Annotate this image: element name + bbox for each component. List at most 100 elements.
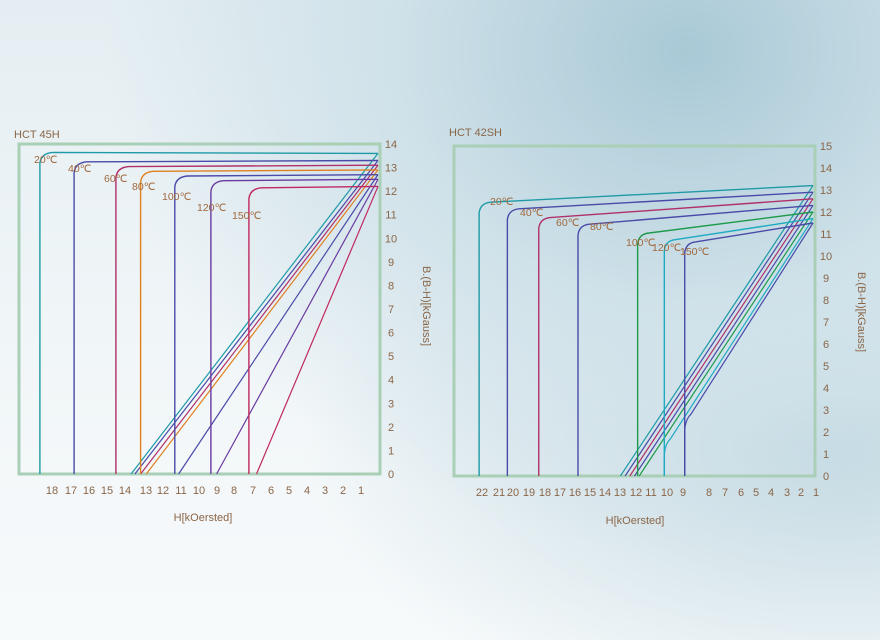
x-tick-label: 8 <box>706 487 712 499</box>
y-tick-label: 10 <box>385 233 397 245</box>
intrinsic-curve-4 <box>174 173 379 474</box>
normal-curve-2 <box>629 198 814 477</box>
y-tick-label: 0 <box>823 471 829 483</box>
x-tick-label: 14 <box>599 487 611 499</box>
x-tick-label: 16 <box>569 487 581 499</box>
temperature-label: 20℃ <box>490 196 514 208</box>
y-tick-label: 2 <box>388 422 394 434</box>
y-tick-label: 0 <box>388 469 394 481</box>
x-tick-label: 9 <box>214 485 220 497</box>
x-tick-label: 16 <box>83 485 95 497</box>
x-tick-label: 8 <box>231 485 237 497</box>
x-tick-label: 1 <box>358 485 364 497</box>
x-tick-label: 13 <box>614 487 626 499</box>
normal-curve-6 <box>255 186 379 475</box>
intrinsic-curve-1 <box>73 159 379 474</box>
temperature-label: 120℃ <box>197 202 227 214</box>
intrinsic-curve-3 <box>577 204 814 476</box>
x-tick-label: 10 <box>193 485 205 497</box>
y-axis-label: B.(B-H)[kGauss] <box>855 272 867 352</box>
y-tick-label: 6 <box>823 339 829 351</box>
y-tick-label: 13 <box>385 163 397 175</box>
y-tick-label: 12 <box>820 207 832 219</box>
y-tick-label: 10 <box>820 251 832 263</box>
y-tick-label: 6 <box>388 328 394 340</box>
y-tick-label: 14 <box>385 139 397 151</box>
y-tick-label: 7 <box>823 317 829 329</box>
intrinsic-curve-3 <box>139 169 379 474</box>
plot-frame <box>17 142 382 476</box>
y-tick-label: 5 <box>823 361 829 373</box>
chart-title: HCT 42SH <box>449 127 502 139</box>
temperature-label: 120℃ <box>652 242 682 254</box>
normal-curve-6 <box>684 222 814 476</box>
temperature-label: 100℃ <box>626 237 656 249</box>
normal-curve-4 <box>638 211 814 477</box>
x-tick-label: 12 <box>157 485 169 497</box>
normal-curve-2 <box>140 164 379 475</box>
x-tick-label: 2 <box>340 485 346 497</box>
intrinsic-curve-2 <box>115 164 379 474</box>
y-tick-label: 4 <box>823 383 829 395</box>
chart-title: HCT 45H <box>14 129 60 141</box>
y-tick-label: 8 <box>388 280 394 292</box>
x-tick-label: 15 <box>101 485 113 497</box>
temperature-label: 20℃ <box>34 154 58 166</box>
y-tick-label: 4 <box>388 375 394 387</box>
x-tick-label: 5 <box>753 487 759 499</box>
y-tick-label: 9 <box>388 257 394 269</box>
y-tick-label: 14 <box>820 163 832 175</box>
x-tick-label: 5 <box>286 485 292 497</box>
temperature-label: 60℃ <box>104 173 128 185</box>
x-tick-label: 18 <box>46 485 58 497</box>
intrinsic-curve-2 <box>538 198 814 476</box>
normal-curve-3 <box>145 169 379 475</box>
intrinsic-curve-5 <box>210 178 379 474</box>
x-axis-label: H[kOersted] <box>174 512 233 524</box>
temperature-label: 100℃ <box>162 191 192 203</box>
y-tick-label: 8 <box>823 295 829 307</box>
normal-curve-1 <box>624 191 814 477</box>
y-tick-label: 11 <box>820 229 831 241</box>
x-tick-label: 2 <box>798 487 804 499</box>
normal-curve-5 <box>216 179 379 475</box>
temperature-label: 40℃ <box>68 163 92 175</box>
temperature-label: 80℃ <box>590 221 614 233</box>
intrinsic-curve-0 <box>39 151 379 474</box>
y-tick-label: 3 <box>388 398 394 410</box>
x-tick-label: 12 <box>630 487 642 499</box>
y-tick-label: 12 <box>385 186 397 198</box>
temperature-label: 150℃ <box>680 246 710 258</box>
x-tick-label: 1 <box>813 487 819 499</box>
x-tick-label: 13 <box>140 485 152 497</box>
x-tick-label: 4 <box>304 485 310 497</box>
normal-curve-1 <box>134 160 379 475</box>
normal-curve-0 <box>130 153 379 475</box>
x-tick-label: 7 <box>250 485 256 497</box>
x-tick-label: 10 <box>661 487 673 499</box>
intrinsic-curve-1 <box>506 191 814 476</box>
normal-curve-4 <box>178 174 379 475</box>
x-tick-label: 15 <box>584 487 596 499</box>
y-tick-label: 13 <box>820 185 832 197</box>
x-tick-label: 21 <box>493 487 505 499</box>
y-tick-label: 2 <box>823 427 829 439</box>
x-tick-label: 6 <box>268 485 274 497</box>
x-tick-label: 3 <box>322 485 328 497</box>
y-tick-label: 15 <box>820 141 832 153</box>
y-tick-label: 1 <box>823 449 829 461</box>
y-tick-label: 11 <box>385 210 396 222</box>
intrinsic-curve-4 <box>636 211 814 476</box>
y-tick-label: 3 <box>823 405 829 417</box>
intrinsic-curve-6 <box>684 222 814 476</box>
x-tick-label: 3 <box>784 487 790 499</box>
temperature-label: 80℃ <box>132 181 156 193</box>
y-tick-label: 9 <box>823 273 829 285</box>
x-tick-label: 17 <box>554 487 566 499</box>
y-tick-label: 5 <box>388 351 394 363</box>
x-tick-label: 19 <box>523 487 535 499</box>
intrinsic-curve-0 <box>478 184 814 476</box>
x-tick-label: 18 <box>539 487 551 499</box>
x-tick-label: 7 <box>722 487 728 499</box>
